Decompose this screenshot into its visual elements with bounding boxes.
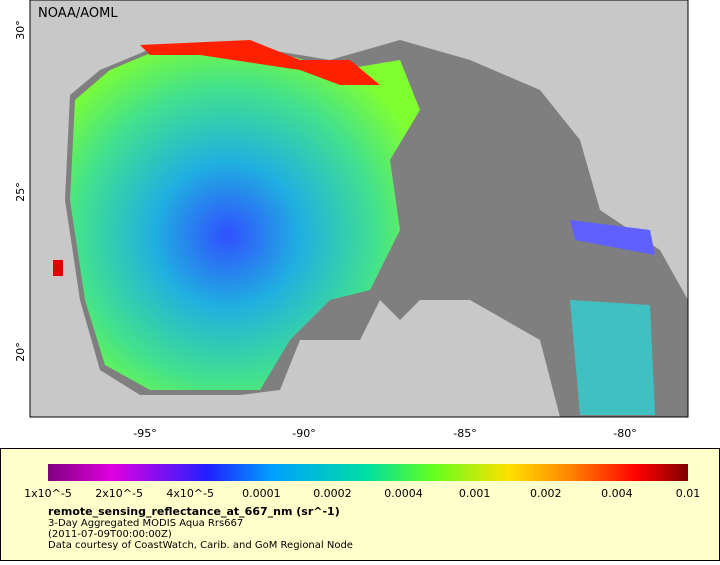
colorbar-tick-label: 0.0001 [242, 487, 281, 500]
coastal-high [140, 40, 380, 85]
colorbar-tick-label: 0.004 [601, 487, 633, 500]
caption-line: Data courtesy of CoastWatch, Carib. and … [48, 540, 353, 551]
map-frame [29, 0, 689, 418]
lat-label: 20° [14, 342, 27, 362]
data-patch [570, 220, 655, 255]
colorbar-tick-label: 0.01 [676, 487, 701, 500]
colorbar-tick-label: 0.0002 [313, 487, 352, 500]
lon-label: -95° [133, 427, 156, 440]
colorbar-tick-label: 0.002 [530, 487, 562, 500]
colorbar [48, 464, 688, 481]
lat-label: 30° [14, 20, 27, 40]
caption-line: 3-Day Aggregated MODIS Aqua Rrs667 [48, 518, 243, 529]
credit: NOAA/AOML [38, 6, 118, 21]
legend-panel: 1x10^-5 2x10^-5 4x10^-5 0.0001 0.0002 0.0004 0… [0, 448, 720, 561]
credit-box [34, 2, 116, 22]
colorbar-tick-label: 2x10^-5 [95, 487, 143, 500]
data-field [70, 45, 420, 390]
data-patch [570, 300, 655, 415]
colorbar-tick-label: 0.0004 [384, 487, 423, 500]
colorbar-tick-label: 4x10^-5 [166, 487, 214, 500]
lat-label: 25° [14, 182, 27, 202]
lon-label: -90° [292, 427, 315, 440]
lon-label: -85° [453, 427, 476, 440]
colorbar-ticks: 1x10^-5 2x10^-5 4x10^-5 0.0001 0.0002 0.0004 0… [24, 487, 700, 500]
data-patch [53, 260, 63, 276]
colorbar-tick-label: 0.001 [459, 487, 491, 500]
lon-label: -80° [613, 427, 636, 440]
map: NOAA/AOML 30° 25° 20° -95° -90° -85° -80… [14, 0, 689, 440]
caption-title: remote_sensing_reflectance_at_667_nm (sr… [48, 505, 340, 518]
caption-line: (2011-07-09T00:00:00Z) [48, 529, 172, 540]
colorbar-tick-label: 1x10^-5 [24, 487, 72, 500]
